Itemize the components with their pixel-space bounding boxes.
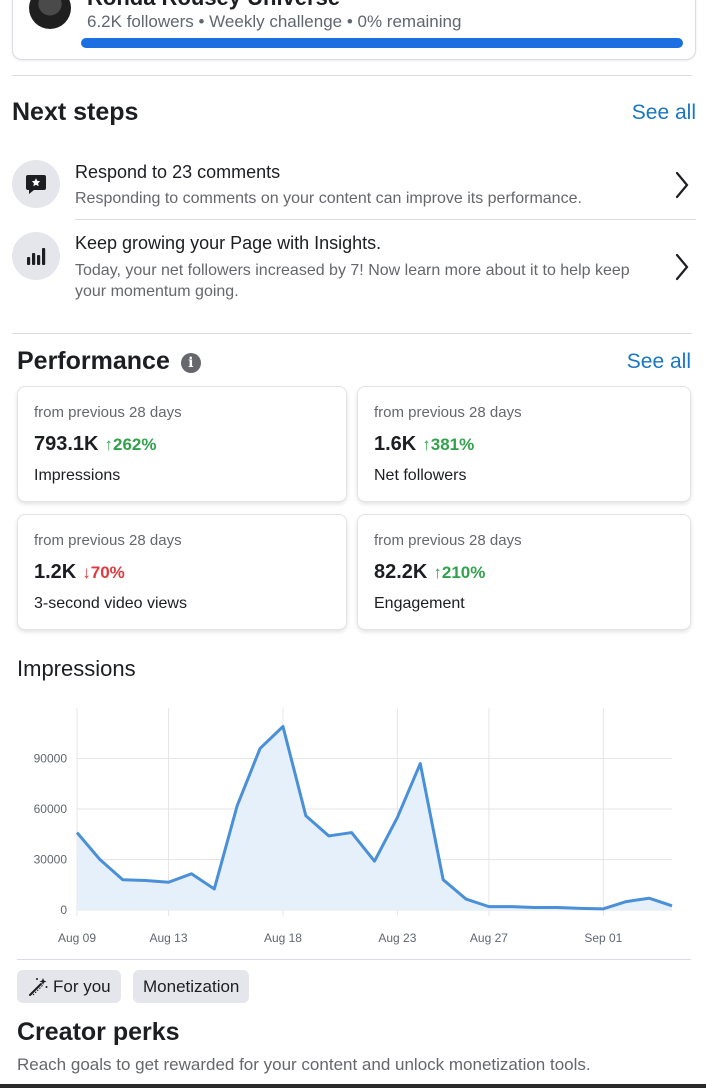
next-step-item-comments[interactable]: Respond to 23 comments Responding to com… xyxy=(0,150,706,220)
metric-change: ↓70% xyxy=(82,563,125,582)
impressions-chart-title: Impressions xyxy=(17,656,136,681)
metric-period: from previous 28 days xyxy=(374,532,522,549)
tab-monetization[interactable]: Monetization xyxy=(133,970,250,1003)
metric-label: Impressions xyxy=(34,467,121,484)
tab-label: Monetization xyxy=(143,976,240,996)
metric-label: Engagement xyxy=(374,595,465,612)
next-steps-title: Next steps xyxy=(12,98,139,126)
metric-change: ↑262% xyxy=(104,435,157,454)
metric-period: from previous 28 days xyxy=(374,404,522,421)
divider xyxy=(12,333,692,334)
impressions-line xyxy=(75,725,673,911)
step-description: Today, your net followers increased by 7… xyxy=(75,262,630,300)
challenge-progress-bar xyxy=(81,38,683,48)
metric-change: ↑210% xyxy=(433,563,486,582)
metric-card-net-followers[interactable]: from previous 28 days 1.6K ↑381% Net foll… xyxy=(357,386,691,502)
performance-see-all-link[interactable]: See all xyxy=(626,350,691,373)
x-tick-label: Aug 27 xyxy=(470,931,508,945)
divider xyxy=(17,959,691,960)
metric-value-row: 1.6K ↑381% xyxy=(374,433,474,456)
impressions-chart: 0 30000 60000 90000 Aug 09 Aug 13 Aug 18 Aug 23… xyxy=(0,700,706,960)
bottom-edge xyxy=(0,1084,706,1088)
metric-value-row: 82.2K ↑210% xyxy=(374,561,485,584)
divider xyxy=(12,75,692,76)
y-tick-label: 30000 xyxy=(34,853,68,867)
metric-value: 1.2K xyxy=(34,561,77,583)
info-icon[interactable]: i xyxy=(180,353,201,373)
metric-card-video-views[interactable]: from previous 28 days 1.2K ↓70% 3-second … xyxy=(17,514,347,630)
avatar xyxy=(29,0,71,29)
magic-wand-icon xyxy=(27,976,49,998)
tab-label: For you xyxy=(53,976,111,996)
creator-perks-description: Reach goals to get rewarded for your con… xyxy=(17,1055,591,1074)
metric-label: Net followers xyxy=(374,467,467,484)
tab-for-you[interactable]: For you xyxy=(17,970,121,1003)
creator-perks-title: Creator perks xyxy=(17,1018,180,1046)
y-tick-label: 90000 xyxy=(34,752,68,766)
performance-title-text: Performance xyxy=(17,347,170,375)
metric-period: from previous 28 days xyxy=(34,532,182,549)
chevron-right-icon xyxy=(675,171,689,199)
step-title: Keep growing your Page with Insights. xyxy=(75,233,382,253)
step-title: Respond to 23 comments xyxy=(75,162,281,182)
x-tick-label: Sep 01 xyxy=(584,931,622,945)
next-steps-see-all-link[interactable]: See all xyxy=(631,101,696,124)
step-description: Responding to comments on your content c… xyxy=(75,190,582,207)
y-tick-label: 0 xyxy=(60,903,67,917)
metric-value-row: 1.2K ↓70% xyxy=(34,561,125,584)
challenge-progress-fill xyxy=(81,38,683,48)
x-tick-label: Aug 18 xyxy=(264,931,302,945)
metric-value: 793.1K xyxy=(34,433,99,455)
challenge-card[interactable]: Ronda Rousey Universe 6.2K followers • W… xyxy=(12,0,696,60)
page-name: Ronda Rousey Universe xyxy=(87,0,340,11)
metric-label: 3-second video views xyxy=(34,595,187,612)
impressions-area xyxy=(77,726,672,910)
metric-change: ↑381% xyxy=(422,435,475,454)
y-tick-label: 60000 xyxy=(34,802,68,816)
metric-value-row: 793.1K ↑262% xyxy=(34,433,156,456)
insights-bars-icon xyxy=(12,232,60,280)
metric-card-impressions[interactable]: from previous 28 days 793.1K ↑262% Impres… xyxy=(17,386,347,502)
impressions-chart-svg: 0 30000 60000 90000 Aug 09 Aug 13 Aug 18 Aug 23… xyxy=(34,708,673,945)
x-tick-label: Aug 23 xyxy=(378,931,416,945)
x-tick-label: Aug 09 xyxy=(58,931,96,945)
x-tick-label: Aug 13 xyxy=(150,931,188,945)
comment-star-icon xyxy=(12,160,60,208)
metric-card-engagement[interactable]: from previous 28 days 82.2K ↑210% Engagem… xyxy=(357,514,691,630)
metric-period: from previous 28 days xyxy=(34,404,182,421)
performance-title: Performance i xyxy=(17,347,201,376)
metric-value: 1.6K xyxy=(374,433,417,455)
metric-value: 82.2K xyxy=(374,561,428,583)
challenge-subtitle: 6.2K followers • Weekly challenge • 0% r… xyxy=(87,12,462,31)
divider xyxy=(75,219,696,220)
next-step-item-insights[interactable]: Keep growing your Page with Insights. To… xyxy=(0,222,706,312)
chevron-right-icon xyxy=(675,253,689,281)
